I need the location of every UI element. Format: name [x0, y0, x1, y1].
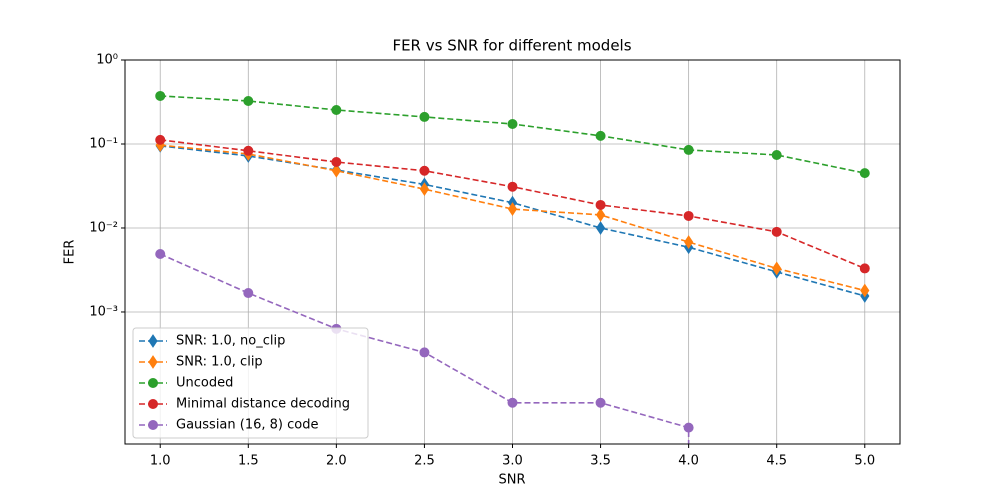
legend: SNR: 1.0, no_clip SNR: 1.0, clip Uncoded Mi…: [132, 327, 369, 439]
x-tick-label: 5.0: [854, 454, 875, 469]
marker: [772, 261, 782, 276]
marker: [859, 263, 870, 274]
x-tick-label: 2.5: [414, 454, 435, 469]
x-tick-label: 2.0: [326, 454, 347, 469]
y-tick-label: 10⁻³: [89, 304, 118, 319]
x-axis-label: SNR: [498, 473, 525, 488]
x-tick-label: 3.0: [502, 454, 523, 469]
legend-label: SNR: 1.0, clip: [176, 355, 263, 370]
marker: [507, 397, 518, 408]
series-line: [159, 253, 690, 444]
marker: [419, 111, 430, 122]
marker: [683, 144, 694, 155]
marker: [155, 249, 166, 260]
marker: [419, 182, 430, 197]
marker: [771, 149, 782, 160]
marker: [148, 420, 158, 430]
marker: [859, 168, 870, 179]
marker: [148, 399, 158, 409]
marker: [595, 199, 606, 210]
legend-label: Uncoded: [176, 376, 233, 391]
marker: [507, 202, 518, 216]
marker: [595, 221, 606, 235]
marker: [155, 134, 166, 145]
marker: [148, 378, 158, 388]
marker: [331, 104, 342, 115]
marker: [148, 355, 158, 369]
marker: [507, 181, 518, 192]
series-line: [160, 144, 865, 292]
chart-title: FER vs SNR for different models: [392, 37, 631, 55]
legend-label: Minimal distance decoding: [176, 397, 350, 412]
y-tick-label: 10⁻¹: [89, 136, 118, 151]
y-axis-label: FER: [63, 240, 78, 265]
marker: [860, 283, 870, 298]
marker: [595, 208, 606, 222]
marker: [419, 347, 430, 358]
marker: [683, 422, 694, 433]
marker: [331, 163, 341, 178]
x-tick-label: 4.5: [766, 454, 787, 469]
legend-label: Gaussian (16, 8) code: [176, 418, 318, 433]
legend-label: SNR: 1.0, no_clip: [176, 334, 285, 349]
x-tick-label: 4.0: [678, 454, 699, 469]
x-tick-label: 1.5: [238, 454, 259, 469]
marker: [243, 145, 254, 156]
legend-box: [132, 327, 369, 439]
marker: [683, 210, 694, 221]
marker: [155, 90, 166, 101]
marker: [243, 288, 254, 299]
marker: [507, 118, 518, 129]
plot-area: [155, 90, 870, 444]
marker: [243, 95, 254, 106]
marker: [331, 157, 342, 168]
series-line: [160, 145, 865, 297]
marker: [419, 165, 430, 176]
marker: [595, 130, 606, 141]
marker: [148, 334, 158, 348]
x-tick-label: 3.5: [590, 454, 611, 469]
y-tick-label: 10⁰: [96, 53, 118, 68]
marker: [771, 226, 782, 237]
marker: [595, 397, 606, 408]
y-tick-label: 10⁻²: [89, 220, 118, 235]
x-tick-label: 1.0: [150, 454, 171, 469]
marker: [684, 235, 694, 249]
